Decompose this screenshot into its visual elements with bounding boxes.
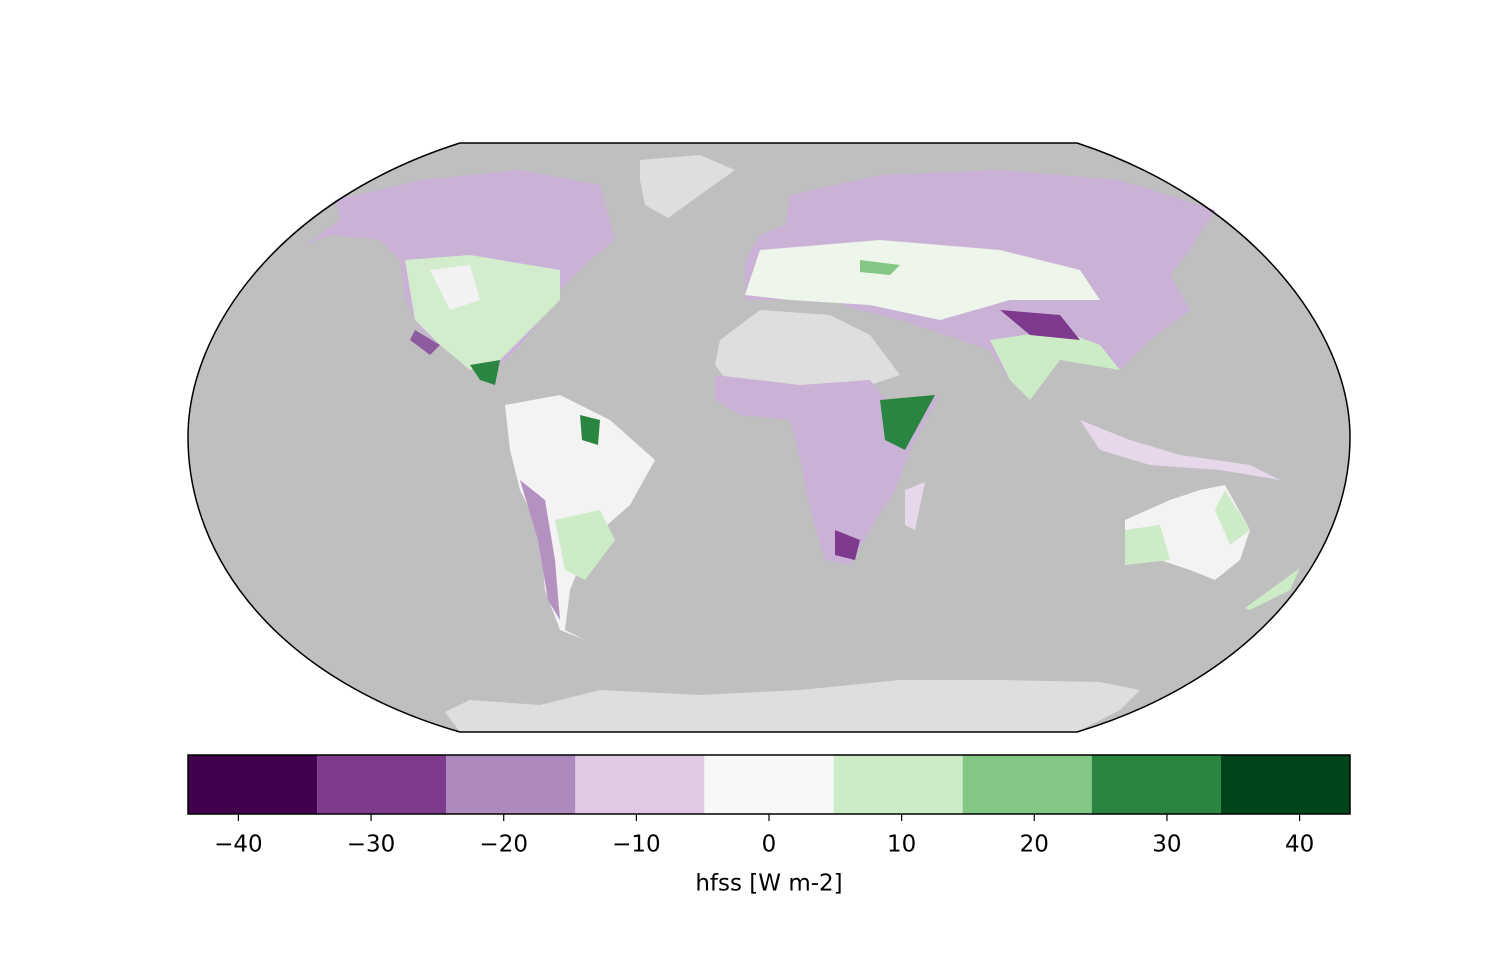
colorbar-bin [704,755,834,814]
land [745,240,1100,320]
tick-label: 0 [762,832,777,858]
tick-label: 20 [1020,832,1049,858]
land [555,510,615,580]
colorbar-bin [1220,755,1350,814]
tick-label: −40 [214,832,263,858]
land [1125,525,1170,565]
tick-label: 40 [1285,832,1314,858]
tick-label: −20 [479,832,528,858]
tick-label: 30 [1152,832,1181,858]
land [1080,420,1280,480]
colorbar-bin [962,755,1092,814]
land [410,330,440,355]
tick-label: 10 [887,832,916,858]
colorbar: −40 −30 −20 −10 0 10 20 30 40 hfss [W m-2] [187,754,1351,897]
land [835,530,860,560]
colorbar-bin [317,755,447,814]
colorbar-bin [188,755,318,814]
colorbar-label: hfss [W m-2] [695,871,842,897]
land [1000,310,1080,340]
tick-label: −10 [612,832,661,858]
land [1245,568,1300,610]
colorbar-bin [575,755,705,814]
colorbar-bin [446,755,576,814]
map-border [187,142,1351,733]
tick-label: −30 [347,832,396,858]
land [580,415,600,445]
land [1215,490,1250,545]
land [990,330,1120,400]
land [470,360,500,385]
map [187,142,1351,733]
land [860,260,900,275]
land [640,155,735,218]
land [430,265,480,310]
land [905,482,925,530]
land [520,480,560,620]
colorbar-bin [833,755,963,814]
land [445,680,1140,732]
land [715,310,900,390]
land [880,395,935,450]
colorbar-bin [1091,755,1221,814]
